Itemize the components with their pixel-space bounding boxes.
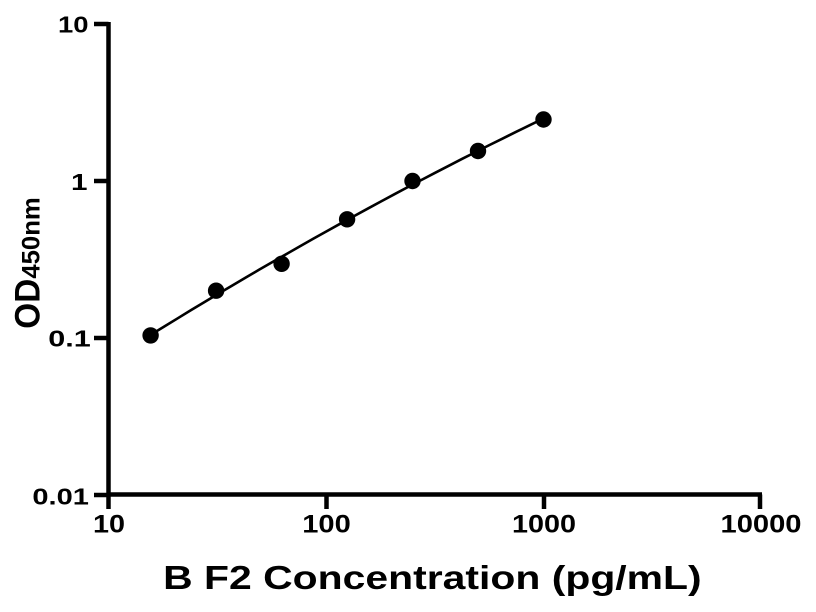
- svg-text:10: 10: [93, 511, 125, 538]
- svg-text:10: 10: [58, 12, 89, 38]
- svg-text:1000: 1000: [512, 511, 576, 538]
- svg-text:B F2 Concentration (pg/mL): B F2 Concentration (pg/mL): [163, 560, 702, 597]
- svg-text:1: 1: [71, 169, 88, 195]
- svg-text:10000: 10000: [721, 511, 802, 538]
- svg-text:0.1: 0.1: [48, 326, 91, 352]
- svg-text:OD450nm: OD450nm: [9, 197, 48, 329]
- svg-text:0.01: 0.01: [32, 484, 89, 510]
- svg-text:100: 100: [302, 511, 351, 538]
